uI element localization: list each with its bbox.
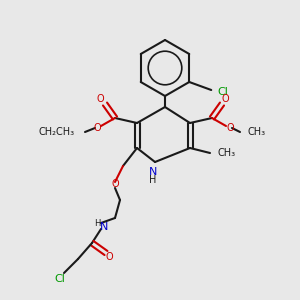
Text: O: O bbox=[96, 94, 104, 104]
Text: CH₃: CH₃ bbox=[248, 127, 266, 137]
Text: CH₃: CH₃ bbox=[217, 148, 235, 158]
Text: N: N bbox=[149, 167, 157, 177]
Text: CH₂CH₃: CH₂CH₃ bbox=[39, 127, 75, 137]
Text: N: N bbox=[100, 222, 108, 232]
Text: Cl: Cl bbox=[217, 87, 228, 97]
Text: O: O bbox=[111, 179, 119, 189]
Text: H: H bbox=[94, 218, 100, 227]
Text: O: O bbox=[221, 94, 229, 104]
Text: O: O bbox=[226, 123, 234, 133]
Text: O: O bbox=[105, 252, 113, 262]
Text: O: O bbox=[93, 123, 101, 133]
Text: Cl: Cl bbox=[55, 274, 65, 284]
Text: H: H bbox=[149, 175, 157, 185]
